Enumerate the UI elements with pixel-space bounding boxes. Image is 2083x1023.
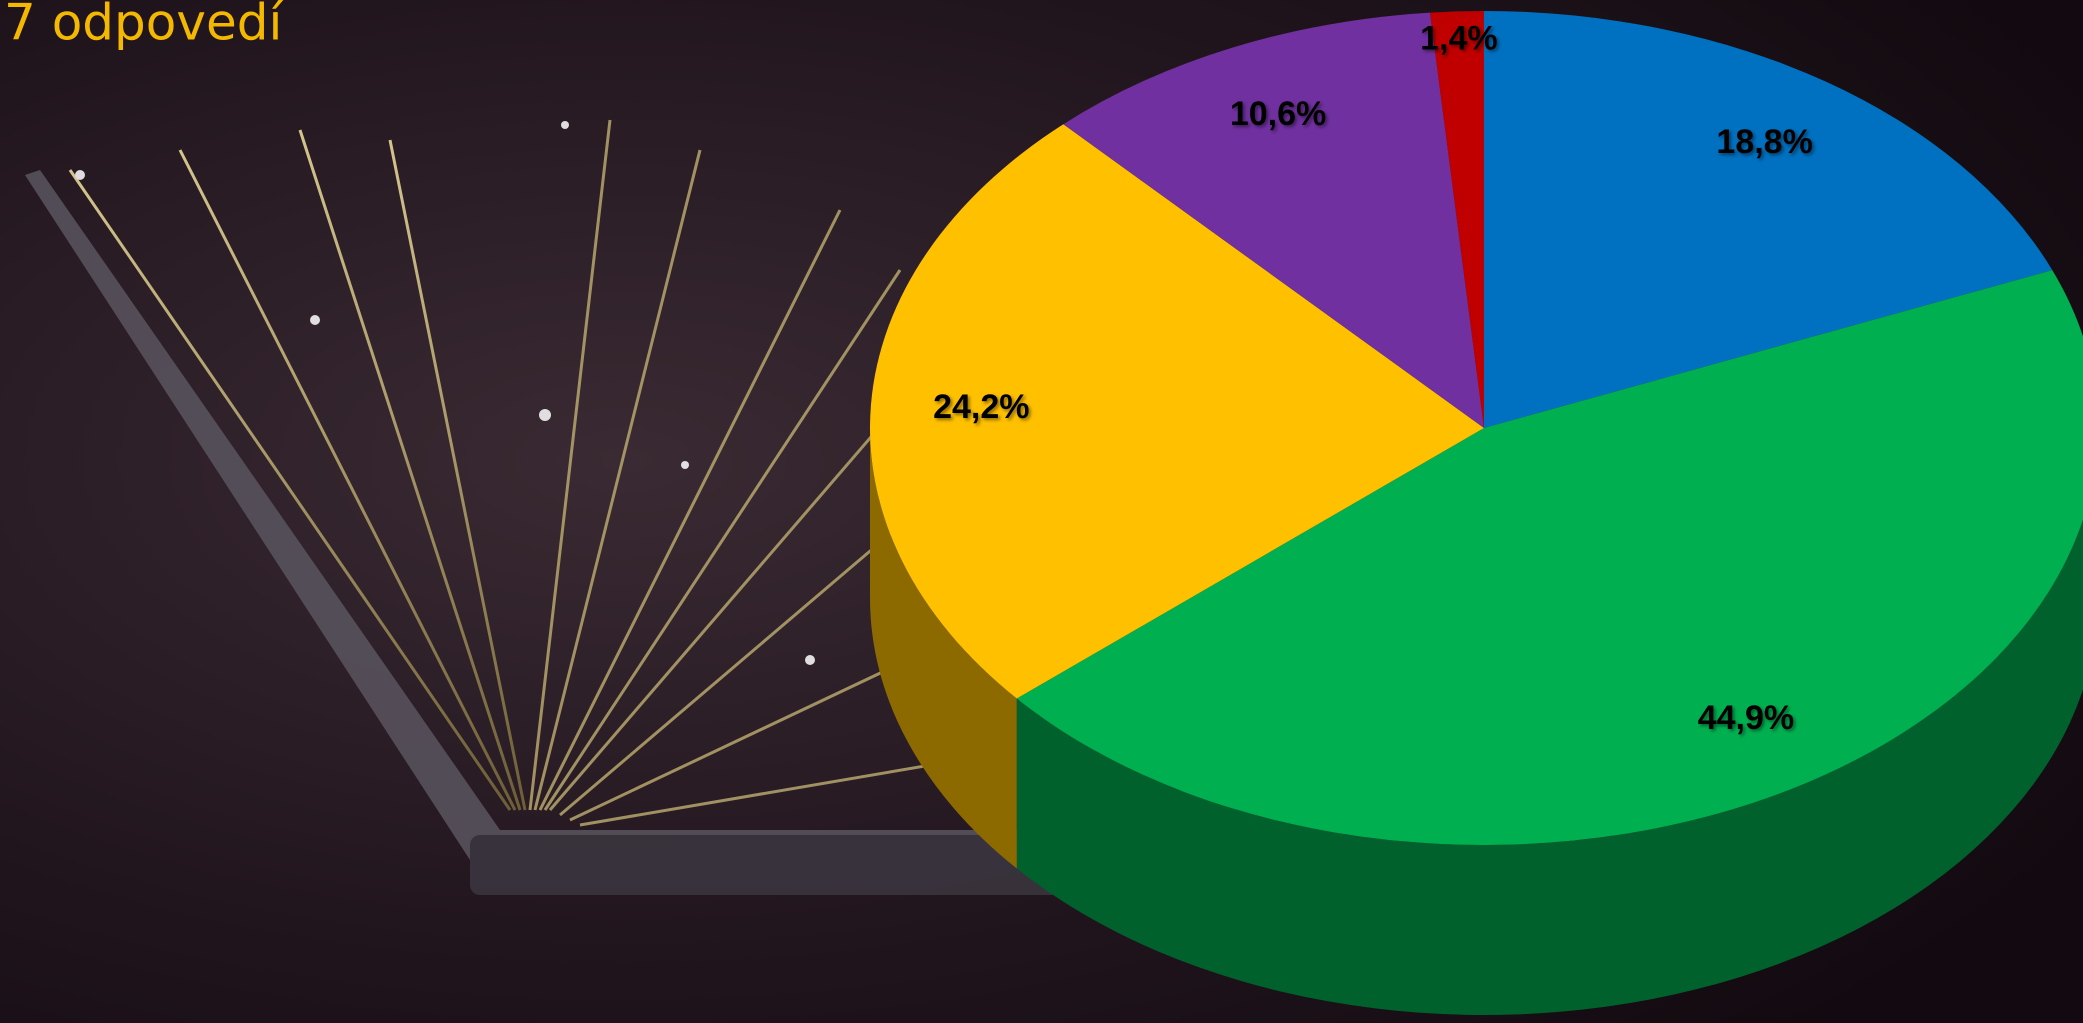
- slice: [1016, 270, 2083, 845]
- slice: [1063, 12, 1484, 429]
- chart-title: 7 odpovedí: [4, 0, 284, 52]
- data-label: 10,6%: [1230, 95, 1326, 133]
- data-label: 1,4%: [1420, 20, 1498, 58]
- data-label: 18,8%: [1716, 123, 1812, 161]
- pie: 18,8% 44,9% 24,2% 10,6% 1,4%: [869, 11, 2083, 1015]
- slice: [1430, 11, 1484, 428]
- slice-side: [870, 428, 1017, 869]
- slice: [869, 124, 1484, 699]
- slice-side: [1016, 519, 2083, 1015]
- slice: [1484, 11, 2053, 428]
- data-label: 24,2%: [933, 388, 1029, 426]
- data-label: 44,9%: [1698, 699, 1794, 737]
- laptop-book-illustration: [25, 119, 1090, 895]
